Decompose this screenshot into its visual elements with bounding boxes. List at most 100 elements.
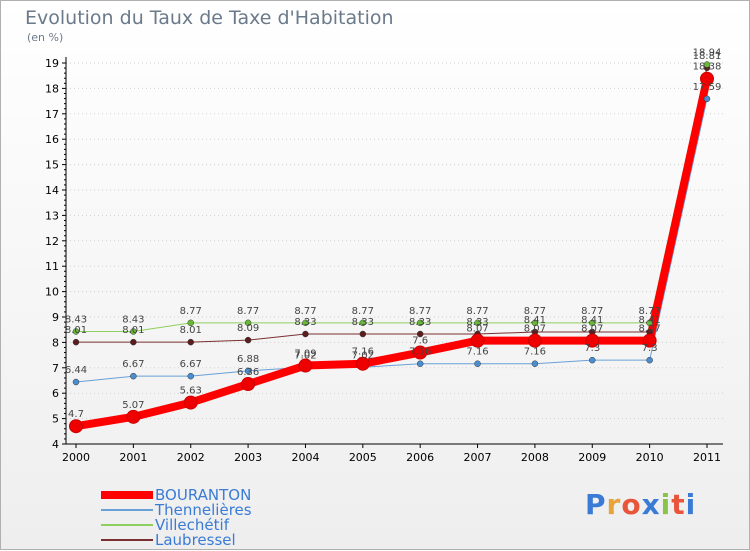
data-label: 8.41 [524,315,546,326]
data-point [187,338,194,346]
x-tick-label: 2006 [406,451,434,464]
y-tick-label: 16 [45,133,59,146]
logo-letter: i [660,488,672,521]
data-label: 8.01 [65,325,87,336]
legend-label: Thennelières [155,500,252,519]
data-label: 7.09 [294,349,316,360]
data-label: 8.77 [180,306,202,317]
y-tick-label: 13 [45,209,59,222]
data-label: 8.41 [639,315,661,326]
y-tick-label: 11 [45,260,59,273]
x-tick-label: 2005 [349,451,377,464]
y-tick-label: 12 [45,235,59,248]
data-label: 5.63 [180,386,202,397]
data-label: 8.43 [122,314,144,325]
data-label: 8.07 [639,324,661,335]
logo-letter: r [606,488,622,521]
data-point [244,336,252,344]
data-point [298,358,313,373]
chart-title: Evolution du Taux de Taxe d'Habitation [25,7,394,29]
data-label: 8.43 [65,314,87,325]
data-label: 5.07 [122,400,144,411]
data-label: 8.09 [237,323,259,334]
x-tick-label: 2004 [291,451,319,464]
data-label: 6.67 [122,359,144,370]
data-label: 8.33 [294,317,316,328]
legend-item-villechetif: Villechétif [101,516,252,534]
x-tick-label: 2008 [521,451,549,464]
x-tick-label: 2009 [578,451,606,464]
series-line-villechtif [76,64,708,332]
data-point [531,319,539,327]
x-tick-label: 2010 [636,451,664,464]
data-label: 8.33 [409,317,431,328]
data-label: 6.44 [65,365,87,376]
data-label: 7.3 [584,343,600,354]
x-tick-label: 2002 [177,451,205,464]
data-point [642,333,657,348]
data-label: 8.77 [466,306,488,317]
proxiti-logo: Proxiti [585,488,696,521]
data-label: 8.77 [581,306,603,317]
data-label: 18.94 [693,48,722,59]
data-label: 6.36 [237,367,259,378]
legend-label: BOURANTON [155,485,252,504]
series-line-thennelires [75,98,708,383]
data-point [69,419,83,434]
data-label: 8.77 [409,306,431,317]
data-label: 8.77 [524,306,546,317]
y-tick-label: 9 [52,311,59,324]
data-label: 8.33 [352,317,374,328]
data-label: 8.01 [122,325,144,336]
data-label: 8.41 [581,315,603,326]
data-label: 7.6 [412,336,428,347]
data-label: 7.02 [352,350,374,361]
y-tick-label: 10 [45,286,59,299]
data-point [474,319,481,327]
legend-item-laubressel: Laubressel [101,531,252,549]
data-point [589,356,596,364]
x-tick-label: 2003 [234,451,262,464]
logo-letter: t [671,488,686,521]
legend-swatch [101,508,153,511]
data-label: 8.77 [237,306,259,317]
data-point [244,319,252,327]
series-line-bouranton [75,77,711,431]
legend-item-thennelieres: Thennelières [101,500,252,519]
y-tick-label: 8 [52,336,59,349]
data-label: 8.07 [581,324,603,335]
y-tick-label: 14 [45,184,59,197]
legend: BOURANTON Thennelières Villechétif Laubr… [101,485,252,549]
data-point [359,319,367,327]
data-label: 8.77 [294,306,316,317]
data-point [241,377,256,392]
data-point [130,338,137,346]
data-point [700,71,714,86]
data-point [72,338,80,346]
y-tick-label: 5 [52,413,59,426]
y-tick-label: 15 [45,159,59,172]
data-label: 7.16 [524,347,546,358]
data-label: 4.7 [68,409,84,420]
data-point [183,395,198,410]
logo-letter: o [621,488,642,521]
y-unit-label: (en %) [27,31,64,44]
data-point [416,330,424,338]
data-point [703,61,711,68]
y-tick-label: 7 [52,362,59,375]
data-label: 8.07 [466,324,488,335]
data-label: 6.67 [180,359,202,370]
data-label: 8.33 [466,317,488,328]
legend-swatch [101,490,153,499]
data-label: 7.3 [642,343,658,354]
x-tick-label: 2011 [693,451,721,464]
data-label: 8.77 [639,306,661,317]
data-point [126,409,141,424]
logo-letter: x [641,488,661,521]
data-point [72,328,80,335]
data-point [585,333,600,348]
legend-item-bouranton: BOURANTON [101,485,252,504]
y-tick-label: 6 [52,387,59,400]
data-label: 7.16 [466,347,488,358]
